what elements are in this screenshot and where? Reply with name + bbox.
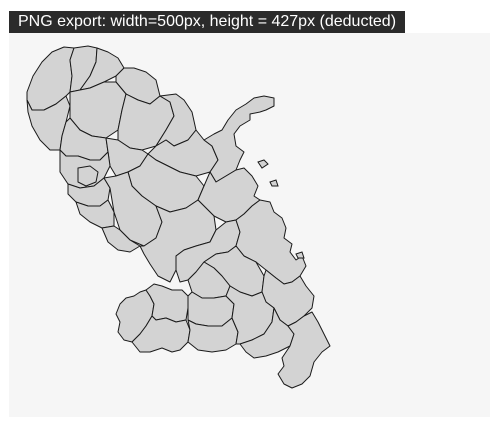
commune-case-pilote[interactable] <box>75 199 115 229</box>
commune-diamant[interactable] <box>131 315 191 353</box>
commune-sainte-anne[interactable] <box>277 311 331 389</box>
islet <box>295 251 305 259</box>
map-canvas <box>9 33 490 417</box>
commune-morne-vert[interactable] <box>77 165 99 187</box>
islet <box>257 159 269 169</box>
martinique-commune-map <box>26 45 331 389</box>
export-size-label: PNG export: width=500px, height = 427px … <box>9 11 406 33</box>
islet <box>269 179 279 187</box>
commune-robert[interactable] <box>197 167 261 223</box>
